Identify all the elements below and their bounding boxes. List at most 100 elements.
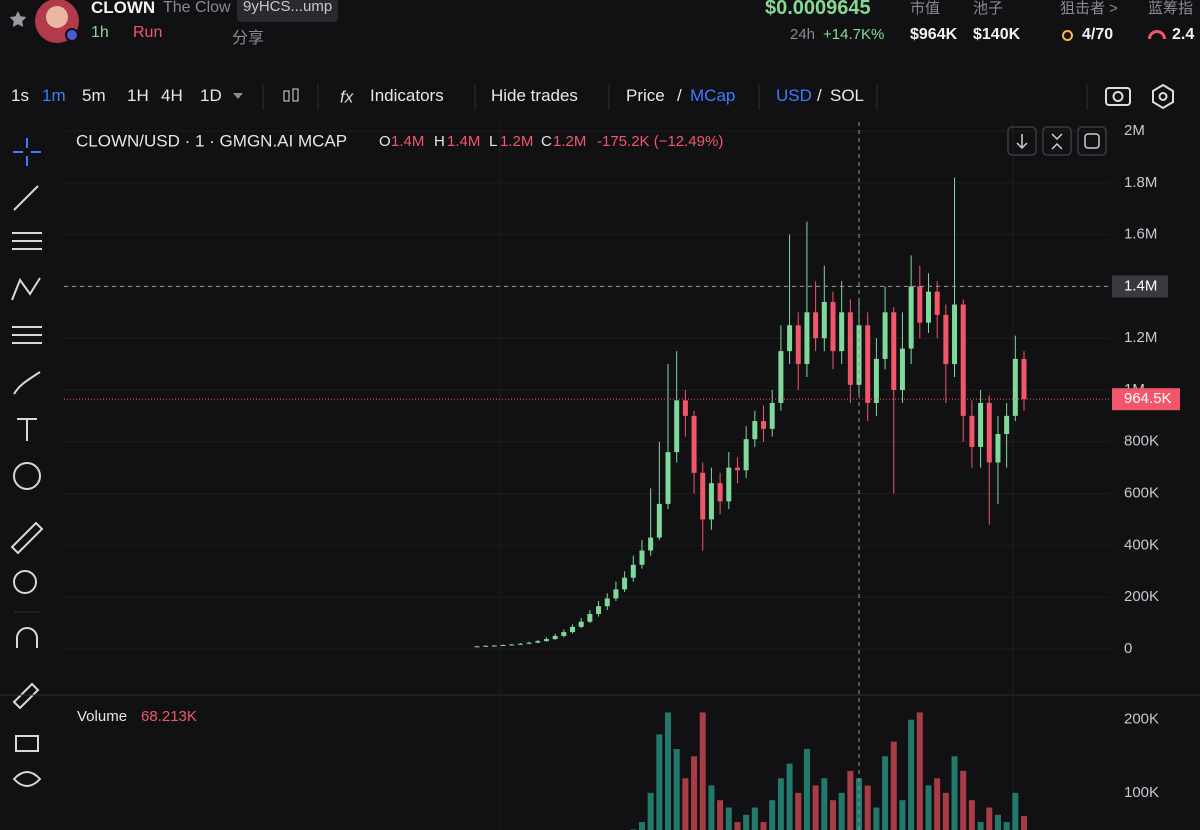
visibility-tool[interactable]: [12, 771, 42, 787]
stat-label: 池子: [973, 0, 1004, 17]
sniper-icon: [1062, 30, 1073, 41]
volume-bar: [717, 800, 724, 830]
candle-body: [734, 467, 740, 471]
zoom-tool[interactable]: [13, 570, 37, 594]
text-tool[interactable]: [17, 418, 37, 441]
ruler-tool[interactable]: [10, 521, 44, 555]
symbol: CLOWN/USD · 1 · GMGN.AI MCAP: [76, 131, 347, 150]
collapse-button[interactable]: [1042, 126, 1072, 156]
lock-tool[interactable]: [15, 735, 39, 752]
candle-body: [561, 632, 567, 636]
emoji-tool[interactable]: [13, 462, 41, 490]
price-toggle[interactable]: Price: [626, 86, 665, 105]
mcap-toggle[interactable]: MCap: [690, 86, 736, 105]
stat-value: $140K: [973, 26, 1021, 43]
candle-icon[interactable]: [283, 90, 290, 102]
candle-body: [925, 291, 931, 323]
ohlc-value: 1.2M: [553, 133, 586, 150]
volume-bar: [994, 814, 1001, 830]
candle-body: [491, 645, 497, 647]
volume-tick-label: 200K: [1124, 711, 1159, 728]
candle-body: [691, 415, 697, 473]
interval[interactable]: 1H: [127, 86, 149, 105]
y-tick-label: 1.6M: [1124, 226, 1157, 243]
magnet-tool[interactable]: [16, 627, 38, 648]
usd-toggle[interactable]: USD: [776, 86, 812, 105]
volume-bar: [960, 770, 967, 830]
projection-tool[interactable]: [12, 326, 42, 344]
y-tick-label: 1.2M: [1124, 329, 1157, 346]
interval-active[interactable]: 1m: [42, 86, 66, 105]
volume-bar: [638, 822, 645, 830]
candle-body: [960, 304, 966, 416]
change: -175.2K (−12.49%): [597, 133, 723, 150]
volume-bar: [942, 792, 949, 830]
interval[interactable]: 1D: [200, 86, 222, 105]
candle-body: [509, 644, 515, 646]
interval[interactable]: 5m: [82, 86, 106, 105]
trendline-tool[interactable]: [13, 185, 39, 211]
ohlc-value: 1.4M: [391, 133, 424, 150]
volume-bar: [934, 778, 941, 830]
volume-bar: [986, 807, 993, 830]
candle-body: [917, 286, 923, 323]
caret-icon[interactable]: [233, 93, 243, 99]
candle-body: [517, 643, 523, 645]
crosshair-label: 1.4M: [1124, 277, 1157, 294]
hide-trades-button[interactable]: Hide trades: [491, 86, 578, 105]
fib-tool[interactable]: [12, 232, 42, 250]
candle-body: [969, 415, 975, 447]
scroll-button[interactable]: [1007, 126, 1037, 156]
candle-body: [908, 286, 914, 349]
camera-icon[interactable]: [1105, 87, 1131, 106]
status: Run: [133, 24, 163, 41]
pattern-tool[interactable]: [11, 277, 41, 301]
ohlc-label: O: [379, 133, 391, 150]
settings-icon[interactable]: [1152, 83, 1174, 110]
token-symbol: CLOWN: [91, 0, 156, 17]
volume-bar: [751, 807, 758, 830]
candle-body: [665, 452, 671, 504]
share[interactable]: 分享: [232, 30, 265, 47]
volume-bar: [1021, 816, 1027, 830]
lock-draw-tool[interactable]: [12, 682, 40, 710]
drawing-toolbar: [10, 138, 44, 787]
candle-body: [596, 606, 602, 614]
fx-icon[interactable]: fx: [340, 87, 354, 106]
stat-label[interactable]: 狙击者 >: [1060, 0, 1118, 17]
stat-value: 2.4: [1172, 26, 1195, 43]
candle-body: [622, 577, 628, 590]
star-icon[interactable]: [9, 11, 27, 27]
fullscreen-button[interactable]: [1077, 126, 1107, 156]
volume-bar: [899, 800, 906, 830]
y-tick-label: 1.8M: [1124, 174, 1157, 191]
interval[interactable]: 1s: [11, 86, 29, 105]
indicators-button[interactable]: Indicators: [370, 86, 444, 105]
address-chip[interactable]: 9yHCS...ump: [237, 0, 339, 22]
volume-bar: [743, 814, 750, 830]
crosshair-tool[interactable]: [13, 138, 41, 166]
candle-body: [778, 351, 784, 403]
token-name: The Clow: [163, 0, 231, 16]
volume-name: Volume: [77, 708, 127, 725]
candle-body: [978, 402, 984, 447]
candle-body: [708, 483, 714, 520]
interval[interactable]: 4H: [161, 86, 183, 105]
token-price: $0.0009645: [765, 0, 871, 19]
sol-toggle[interactable]: SOL: [830, 86, 865, 105]
candle-body: [830, 301, 836, 352]
gauge-icon: [1148, 30, 1166, 39]
volume-bar: [1003, 822, 1010, 830]
change-label: 24h: [790, 26, 816, 43]
brush-tool[interactable]: [13, 371, 41, 395]
toolbar-icons: fx: [233, 83, 1174, 110]
candle-body: [865, 325, 871, 403]
candle-body: [700, 472, 706, 520]
candle-body: [570, 626, 576, 633]
token-age: 1h: [91, 24, 109, 41]
change-value: +14.7K%: [823, 26, 885, 43]
candle-body: [795, 325, 801, 365]
candle-body: [769, 402, 775, 429]
